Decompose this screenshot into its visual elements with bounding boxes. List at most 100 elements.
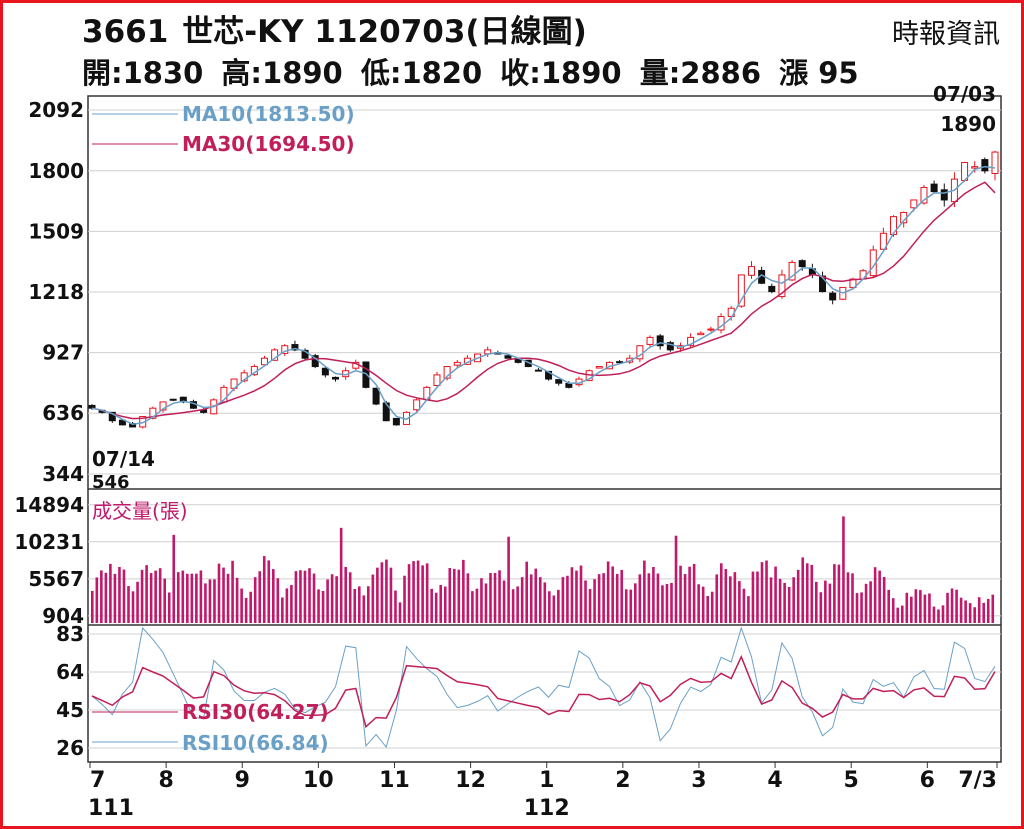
year-label: 112 xyxy=(524,796,570,821)
volume-bar xyxy=(964,600,967,623)
volume-bar xyxy=(249,591,252,623)
volume-bar xyxy=(122,569,126,623)
stock-name: 世芯-KY xyxy=(182,14,304,50)
candle-body xyxy=(260,357,268,366)
volume-bar xyxy=(860,592,863,623)
volume-bar xyxy=(471,591,474,623)
volume-bar xyxy=(326,579,329,623)
ma10-line xyxy=(91,165,996,425)
volume-bar xyxy=(457,569,461,623)
volume-bar xyxy=(991,594,995,623)
open-value: 開:1830 xyxy=(82,56,204,90)
volume-bar xyxy=(855,593,859,623)
volume-bar xyxy=(140,569,144,623)
volume-bar xyxy=(919,590,922,623)
volume-bar xyxy=(136,581,139,623)
volume-bar xyxy=(376,567,379,623)
volume-bar xyxy=(742,588,746,623)
volume-bar xyxy=(679,565,682,623)
month-label: 1 xyxy=(539,768,554,793)
volume-bar xyxy=(267,560,271,623)
volume-bar xyxy=(552,595,556,623)
volume-bar xyxy=(448,567,452,623)
candle-body xyxy=(504,355,512,359)
candle-body xyxy=(747,266,755,276)
volume-bar xyxy=(525,561,528,623)
volume-bar xyxy=(394,590,397,623)
candle-body xyxy=(555,379,563,384)
volume-bar xyxy=(733,572,737,623)
volume-bar xyxy=(109,563,112,623)
volume-bar xyxy=(878,570,881,623)
volume-bar xyxy=(778,578,782,623)
volume-bar xyxy=(511,589,515,623)
candle-body xyxy=(362,361,370,388)
volume-bar xyxy=(222,567,225,623)
candle-body xyxy=(332,376,340,380)
volume-bar xyxy=(462,559,465,623)
candle-body xyxy=(291,344,299,351)
volume-bar xyxy=(597,574,601,623)
volume-bar xyxy=(398,602,402,623)
candle-body xyxy=(301,349,309,359)
volume-bar xyxy=(801,557,805,623)
candle-body xyxy=(859,270,867,280)
volume-bar xyxy=(475,588,479,623)
low-point-value: 546 xyxy=(92,472,130,493)
volume-bar xyxy=(819,592,823,623)
volume-bar xyxy=(226,573,230,623)
month-label: 5 xyxy=(844,768,859,793)
candle-body xyxy=(798,260,806,268)
candle-body xyxy=(910,199,918,209)
candle-body xyxy=(281,345,289,354)
volume-bar xyxy=(303,570,307,623)
volume-bar xyxy=(434,592,438,623)
month-label: 9 xyxy=(235,768,250,793)
volume-bar xyxy=(905,592,909,623)
volume-bar xyxy=(493,573,497,623)
volume-bar xyxy=(385,559,388,623)
volume-bar xyxy=(498,570,501,623)
ma10-legend: MA10(1813.50) xyxy=(182,102,355,126)
volume-bar xyxy=(824,580,827,623)
volume-bar xyxy=(208,579,212,623)
volume-bar xyxy=(357,586,361,623)
volume-bar xyxy=(729,576,732,623)
month-label: 3 xyxy=(691,768,706,793)
volume-bar xyxy=(367,586,370,623)
volume-bar xyxy=(982,602,986,623)
volume-bar xyxy=(606,561,610,623)
candle-body xyxy=(829,292,837,301)
volume-bar xyxy=(738,581,741,623)
volume-bar xyxy=(869,581,872,623)
volume-bar xyxy=(760,562,764,623)
volume-bar xyxy=(683,574,687,623)
volume-bar xyxy=(643,560,646,623)
volume-bar xyxy=(692,563,696,623)
volume-bar xyxy=(611,566,614,623)
candle-body xyxy=(413,399,421,411)
volume-bar xyxy=(928,593,931,623)
candle-body xyxy=(321,367,329,376)
volume-bar xyxy=(656,573,660,623)
volume-bar xyxy=(851,573,854,623)
candle-body xyxy=(453,361,461,366)
volume-bar xyxy=(941,605,945,623)
volume-bar xyxy=(873,567,877,623)
volume-tick-label: 904 xyxy=(42,604,84,628)
volume-bar xyxy=(176,572,180,623)
volume-bar xyxy=(602,573,605,623)
candle-body xyxy=(616,361,624,364)
volume-bar xyxy=(154,570,157,623)
candle-body xyxy=(443,366,451,379)
volume-bar xyxy=(629,589,633,623)
volume-bar xyxy=(520,577,524,623)
chart-title: 3661 世芯-KY 1120703(日線圖) xyxy=(82,6,587,51)
candle-body xyxy=(920,186,928,204)
volume-bar xyxy=(932,606,936,623)
volume-bar xyxy=(91,590,94,623)
volume-bar xyxy=(425,563,429,623)
volume-bar xyxy=(751,571,755,623)
rsi-tick-label: 64 xyxy=(56,660,84,684)
volume-bar xyxy=(706,596,709,623)
